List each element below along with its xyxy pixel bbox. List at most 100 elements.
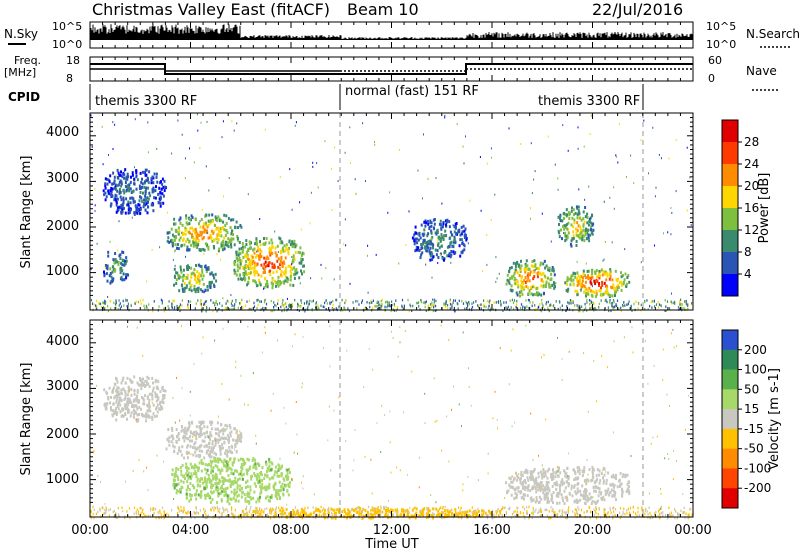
- power-cell: [523, 306, 526, 309]
- power-cell: [579, 236, 582, 240]
- velocity-cell: [142, 381, 145, 385]
- power-cell: [178, 238, 181, 242]
- power-cell: [598, 302, 600, 306]
- power-cell: [551, 266, 554, 269]
- power-cell: [195, 230, 198, 234]
- power-cell: [588, 299, 591, 302]
- velocity-cell: [205, 480, 208, 484]
- velocity-cell: [283, 478, 286, 482]
- power-cell: [256, 250, 258, 253]
- velocity-cell: [346, 516, 348, 520]
- power-cell: [566, 236, 569, 240]
- power-cell: [283, 244, 286, 248]
- velocity-cell: [226, 498, 229, 502]
- power-cell: [114, 303, 117, 306]
- power-cell: [247, 280, 250, 284]
- velocity-cell: [120, 392, 123, 396]
- velocity-cell: [217, 460, 220, 464]
- power-cell: [569, 299, 572, 302]
- power-cell: [435, 232, 438, 236]
- velocity-cell: [296, 509, 299, 513]
- power-cell: [437, 262, 439, 264]
- power-cell: [204, 300, 206, 304]
- power-cell: [565, 223, 568, 227]
- velocity-cell: [584, 493, 587, 497]
- power-cell: [94, 210, 96, 212]
- power-cell: [685, 300, 687, 303]
- power-cell: [658, 303, 661, 306]
- power-cell: [573, 221, 576, 225]
- power-cell: [213, 238, 215, 242]
- velocity-cell: [185, 492, 188, 496]
- velocity-cell: [524, 493, 526, 497]
- power-cell: [510, 306, 512, 309]
- power-cell: [194, 231, 196, 235]
- power-cell: [640, 261, 642, 264]
- power-cell: [553, 273, 556, 277]
- power-cell: [344, 151, 346, 154]
- power-cell: [490, 307, 492, 310]
- velocity-cell: [219, 445, 222, 449]
- velocity-cell: [219, 491, 222, 495]
- velocity-cell: [225, 466, 228, 469]
- power-cell: [143, 198, 146, 202]
- power-cell: [461, 230, 464, 234]
- power-cell: [260, 250, 263, 253]
- velocity-cell: [188, 488, 191, 491]
- power-cell: [576, 293, 579, 297]
- velocity-cell: [627, 480, 630, 484]
- power-cell: [246, 273, 248, 277]
- power-cell: [448, 220, 451, 224]
- velocity-cell: [216, 427, 219, 431]
- velocity-cell: [191, 484, 194, 487]
- power-cell: [247, 276, 250, 280]
- power-cell: [117, 263, 120, 267]
- power-cell: [275, 270, 278, 274]
- power-cell: [153, 196, 156, 200]
- velocity-cell: [597, 486, 599, 490]
- power-cell: [145, 202, 148, 206]
- power-cell: [332, 307, 334, 311]
- velocity-cell: [211, 440, 214, 443]
- power-cell: [574, 211, 577, 215]
- power-cell: [115, 306, 117, 309]
- power-cell: [249, 267, 252, 271]
- power-cell: [257, 273, 260, 277]
- power-cell: [221, 136, 223, 139]
- velocity-cell: [231, 445, 234, 449]
- power-cell: [96, 242, 98, 245]
- velocity-cell: [530, 475, 532, 479]
- velocity-cell: [573, 478, 576, 482]
- velocity-cell: [538, 487, 541, 490]
- velocity-cell: [255, 484, 257, 488]
- velocity-cell: [285, 484, 288, 488]
- power-cell: [147, 200, 149, 204]
- velocity-cell: [508, 483, 511, 487]
- velocity-cell: [522, 481, 524, 484]
- power-cell: [260, 300, 262, 303]
- velocity-cell: [573, 485, 576, 489]
- power-cell: [138, 203, 141, 207]
- power-cell: [133, 200, 136, 204]
- power-cell: [513, 277, 516, 281]
- velocity-cell: [573, 484, 576, 488]
- power-cell: [437, 242, 440, 246]
- power-cell: [584, 287, 587, 291]
- power-cell: [283, 303, 285, 306]
- power-cell: [216, 309, 218, 313]
- power-cell: [440, 233, 443, 237]
- velocity-cell: [191, 432, 194, 436]
- power-cell: [256, 270, 259, 274]
- power-cell: [180, 243, 183, 247]
- power-cell: [93, 303, 95, 306]
- power-cell: [91, 302, 94, 305]
- power-cell: [120, 211, 123, 215]
- power-cell: [246, 300, 248, 303]
- power-cell: [684, 300, 686, 303]
- power-cell: [420, 253, 423, 257]
- power-cell: [606, 300, 608, 304]
- power-cell: [190, 243, 193, 247]
- nsky-tick-low: 10^0: [52, 38, 82, 51]
- velocity-cell: [618, 484, 621, 488]
- power-cell: [264, 284, 267, 288]
